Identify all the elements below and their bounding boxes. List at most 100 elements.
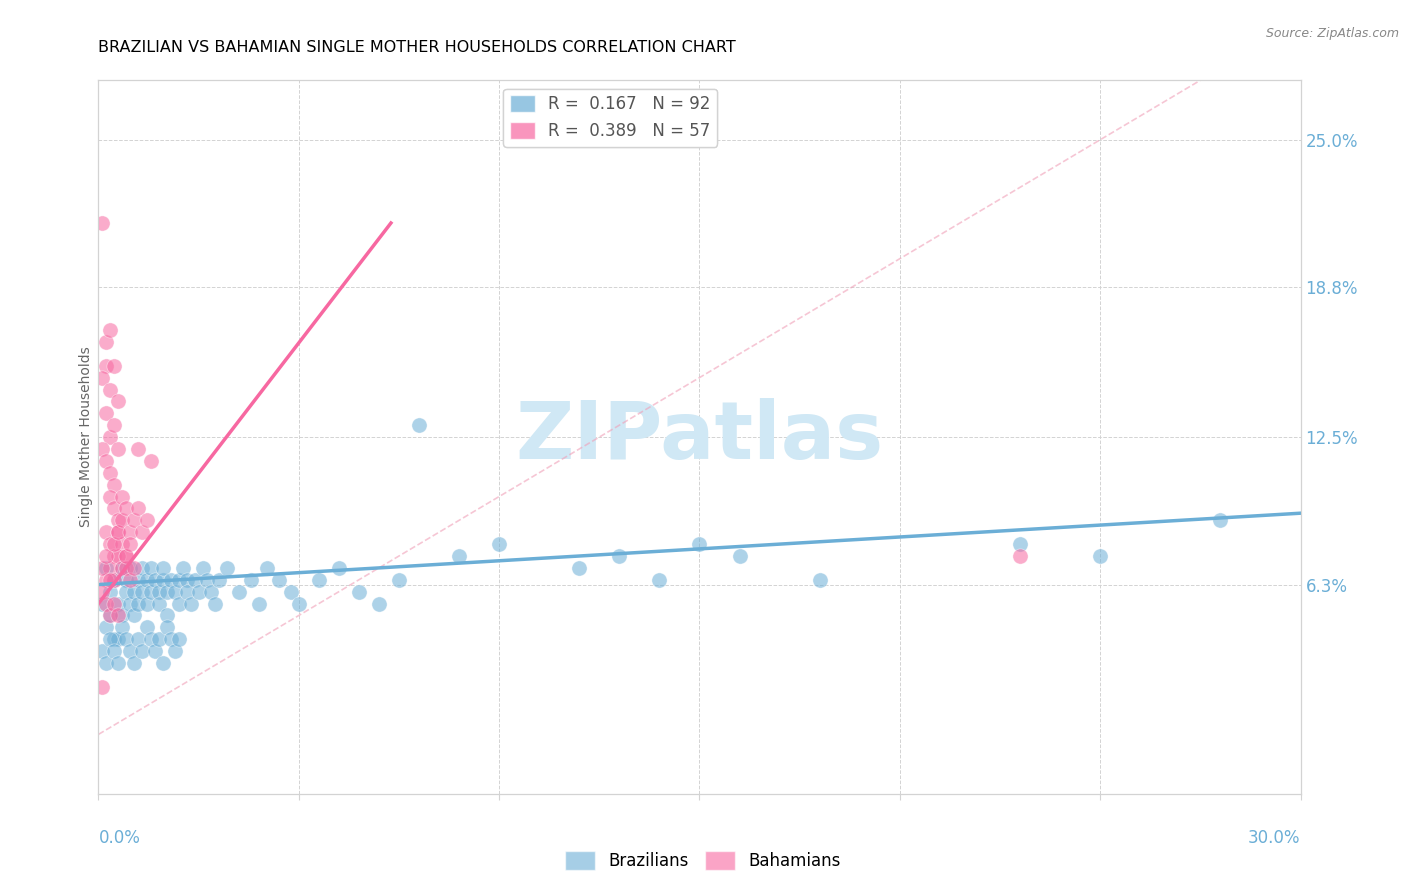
Point — [728, 549, 751, 563]
Point — [408, 418, 430, 433]
Point — [107, 632, 129, 647]
Point — [111, 620, 134, 634]
Point — [131, 584, 153, 599]
Point — [568, 561, 591, 575]
Point — [100, 608, 122, 623]
Point — [120, 561, 142, 575]
Point — [107, 656, 129, 670]
Point — [308, 573, 330, 587]
Point — [115, 584, 138, 599]
Point — [247, 597, 270, 611]
Point — [96, 573, 118, 587]
Point — [100, 573, 122, 587]
Point — [103, 418, 125, 433]
Point — [200, 584, 222, 599]
Point — [115, 549, 138, 563]
Point — [100, 608, 122, 623]
Point — [91, 597, 114, 611]
Point — [155, 608, 177, 623]
Point — [155, 620, 177, 634]
Point — [124, 656, 146, 670]
Point — [183, 573, 205, 587]
Point — [124, 513, 146, 527]
Text: BRAZILIAN VS BAHAMIAN SINGLE MOTHER HOUSEHOLDS CORRELATION CHART: BRAZILIAN VS BAHAMIAN SINGLE MOTHER HOUS… — [98, 40, 737, 55]
Point — [107, 525, 129, 540]
Point — [107, 608, 129, 623]
Point — [96, 525, 118, 540]
Point — [135, 573, 157, 587]
Point — [180, 597, 202, 611]
Point — [96, 561, 118, 575]
Point — [103, 573, 125, 587]
Point — [128, 442, 150, 456]
Point — [100, 561, 122, 575]
Point — [100, 632, 122, 647]
Point — [100, 430, 122, 444]
Point — [139, 561, 162, 575]
Point — [115, 573, 138, 587]
Point — [128, 573, 150, 587]
Point — [808, 573, 831, 587]
Point — [107, 394, 129, 409]
Point — [91, 584, 114, 599]
Point — [172, 561, 194, 575]
Point — [215, 561, 238, 575]
Text: Source: ZipAtlas.com: Source: ZipAtlas.com — [1265, 27, 1399, 40]
Point — [107, 597, 129, 611]
Point — [1010, 549, 1032, 563]
Point — [103, 477, 125, 491]
Point — [103, 359, 125, 373]
Point — [111, 490, 134, 504]
Point — [96, 454, 118, 468]
Point — [239, 573, 262, 587]
Point — [280, 584, 302, 599]
Point — [91, 442, 114, 456]
Point — [288, 597, 311, 611]
Legend: R =  0.167   N = 92, R =  0.389   N = 57: R = 0.167 N = 92, R = 0.389 N = 57 — [503, 88, 717, 146]
Point — [176, 584, 198, 599]
Point — [115, 501, 138, 516]
Point — [100, 323, 122, 337]
Point — [100, 584, 122, 599]
Point — [100, 537, 122, 551]
Point — [96, 549, 118, 563]
Point — [120, 644, 142, 658]
Point — [103, 632, 125, 647]
Point — [111, 537, 134, 551]
Point — [139, 454, 162, 468]
Point — [111, 561, 134, 575]
Point — [91, 561, 114, 575]
Point — [91, 644, 114, 658]
Point — [103, 501, 125, 516]
Point — [107, 525, 129, 540]
Point — [103, 644, 125, 658]
Point — [96, 334, 118, 349]
Point — [159, 573, 181, 587]
Point — [187, 584, 209, 599]
Point — [388, 573, 411, 587]
Point — [191, 561, 214, 575]
Point — [91, 680, 114, 694]
Point — [96, 656, 118, 670]
Point — [131, 561, 153, 575]
Y-axis label: Single Mother Households: Single Mother Households — [79, 347, 93, 527]
Point — [648, 573, 671, 587]
Point — [103, 549, 125, 563]
Point — [135, 620, 157, 634]
Point — [103, 537, 125, 551]
Point — [152, 573, 174, 587]
Point — [1088, 549, 1111, 563]
Point — [167, 632, 190, 647]
Point — [120, 597, 142, 611]
Point — [368, 597, 391, 611]
Point — [609, 549, 631, 563]
Point — [96, 406, 118, 420]
Point — [100, 490, 122, 504]
Point — [96, 359, 118, 373]
Point — [148, 597, 170, 611]
Point — [143, 644, 166, 658]
Point — [488, 537, 510, 551]
Point — [139, 632, 162, 647]
Point — [124, 584, 146, 599]
Point — [115, 561, 138, 575]
